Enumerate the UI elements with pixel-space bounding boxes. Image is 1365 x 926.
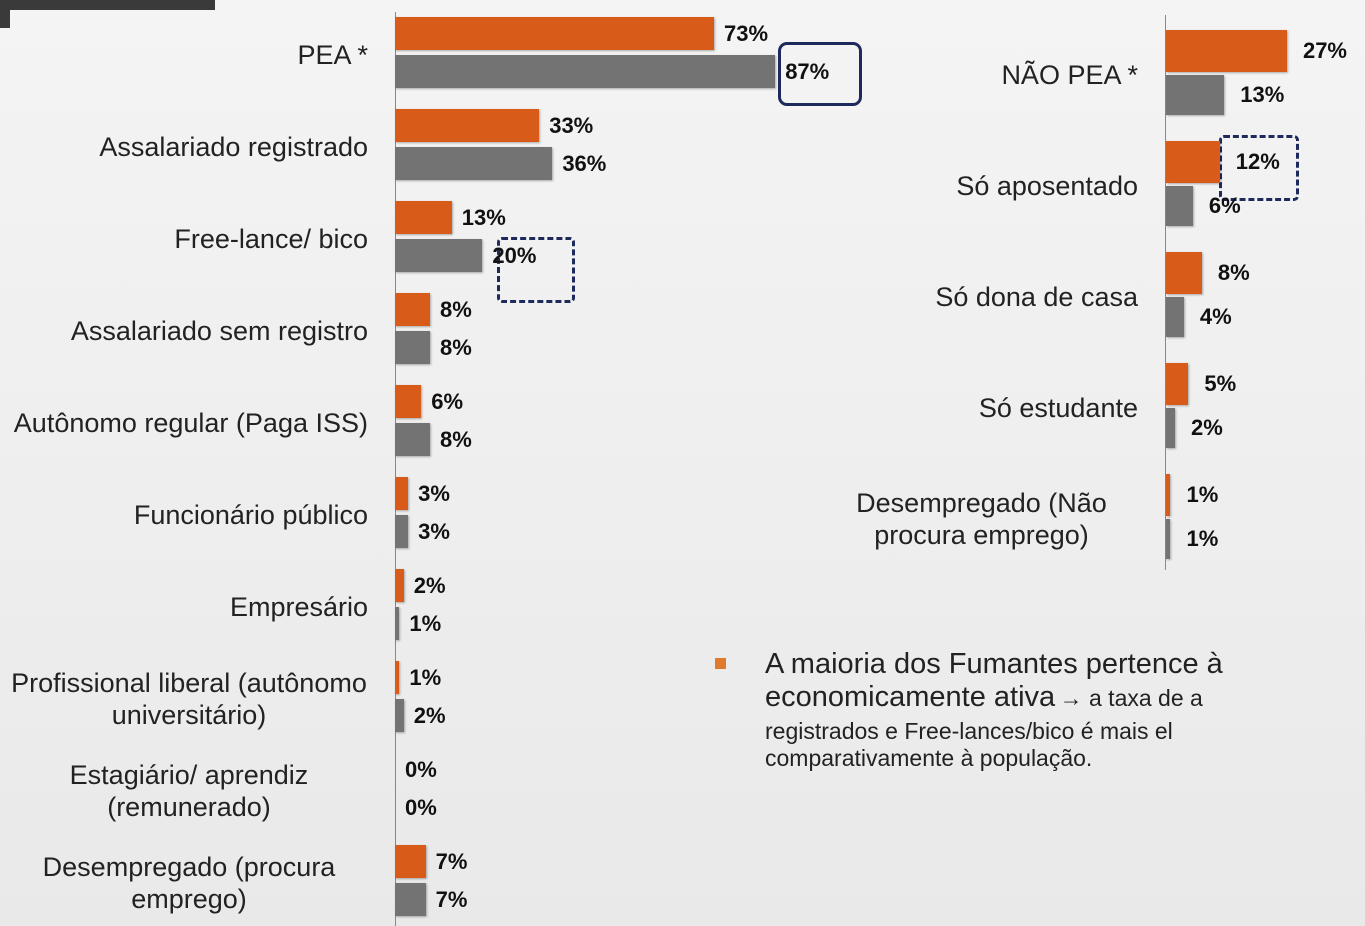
bar [395,201,452,234]
category-label: Desempregado (procura emprego) [42,852,336,914]
value-label: 87% [785,58,830,84]
value-label: 1% [409,664,442,690]
bullet-line: A maioria dos Fumantes pertence à [765,648,1223,680]
bar [1166,252,1202,294]
bullet-text: A maioria dos Fumantes pertence à econom… [765,648,1365,772]
value-label: 13% [1240,82,1285,107]
value-label: 12% [1235,149,1280,174]
bar [1166,75,1225,115]
highlight-box [497,237,575,303]
bar [395,239,483,272]
bullet-line: comparativamente à população. [765,745,1093,771]
bar [1166,186,1193,226]
bar [395,423,430,456]
bar [395,293,430,326]
bar [395,845,426,878]
bar [1166,297,1184,337]
highlight-box [778,42,862,106]
value-label: 1% [1186,482,1219,507]
bullet-line: registrados e Free-lances/bico é mais el [765,718,1173,744]
category-label: Estagiário/ aprendiz (remunerado) [69,760,309,822]
bar [395,515,409,548]
value-label: 27% [1302,38,1347,63]
value-label: 2% [413,572,446,598]
category-label: Profissional liberal (autônomo universit… [11,668,367,730]
value-label: 6% [431,388,464,414]
category-label: Só estudante [978,393,1138,423]
category-label: Assalariado sem registro [70,316,368,346]
corner-shape [0,0,215,10]
bar [1166,141,1220,183]
value-label: 13% [461,204,506,230]
value-label: 36% [562,150,607,176]
category-label: Só aposentado [956,171,1138,201]
value-label: 0% [405,794,437,820]
category-label: Assalariado registrado [99,132,368,162]
value-label: 20% [492,242,537,268]
value-label: 3% [418,518,450,544]
bullet-line: economicamente ativa [765,681,1056,713]
value-label: 7% [435,848,468,874]
category-label: NÃO PEA * [1001,60,1138,90]
value-label: 1% [1186,526,1219,551]
category-label: Empresário [229,592,368,622]
bar [1166,363,1189,405]
bar [395,17,714,50]
value-label: 7% [435,886,468,912]
value-label: 3% [418,480,450,506]
category-label: Funcionário público [133,500,368,530]
bar [395,699,404,732]
highlight-box [1219,135,1299,201]
bar [1166,30,1287,72]
bar [395,883,426,916]
value-label: 0% [405,756,437,782]
category-label: Autônomo regular (Paga ISS) [13,408,368,438]
bar [395,147,553,180]
bullet-line: → a taxa de a [1059,685,1203,711]
bar [395,477,409,510]
bar [395,569,404,602]
value-label: 4% [1199,304,1232,329]
axis-line [1165,15,1166,570]
category-label: Desempregado (Não procura emprego) [856,488,1107,550]
value-label: 8% [439,296,472,322]
category-label: Free-lance/ bico [174,224,368,254]
corner-shape [0,10,10,28]
value-label: 1% [409,610,442,636]
value-label: 8% [1217,260,1250,285]
value-label: 33% [549,112,594,138]
bar [1166,408,1175,448]
bar [1166,519,1171,559]
bar [395,109,540,142]
value-label: 2% [413,702,446,728]
value-label: 5% [1204,371,1237,396]
bar [395,661,400,694]
value-label: 2% [1190,415,1223,440]
value-label: 8% [439,334,472,360]
value-label: 8% [439,426,472,452]
axis-line [395,12,396,926]
category-label: Só dona de casa [935,282,1138,312]
bar [1166,474,1171,516]
bar [395,385,422,418]
bar [395,331,430,364]
value-label: 73% [724,20,769,46]
bar [395,55,776,88]
value-label: 6% [1208,193,1241,218]
bar [395,607,400,640]
bullet-marker [715,658,726,669]
category-label: PEA * [297,40,368,70]
